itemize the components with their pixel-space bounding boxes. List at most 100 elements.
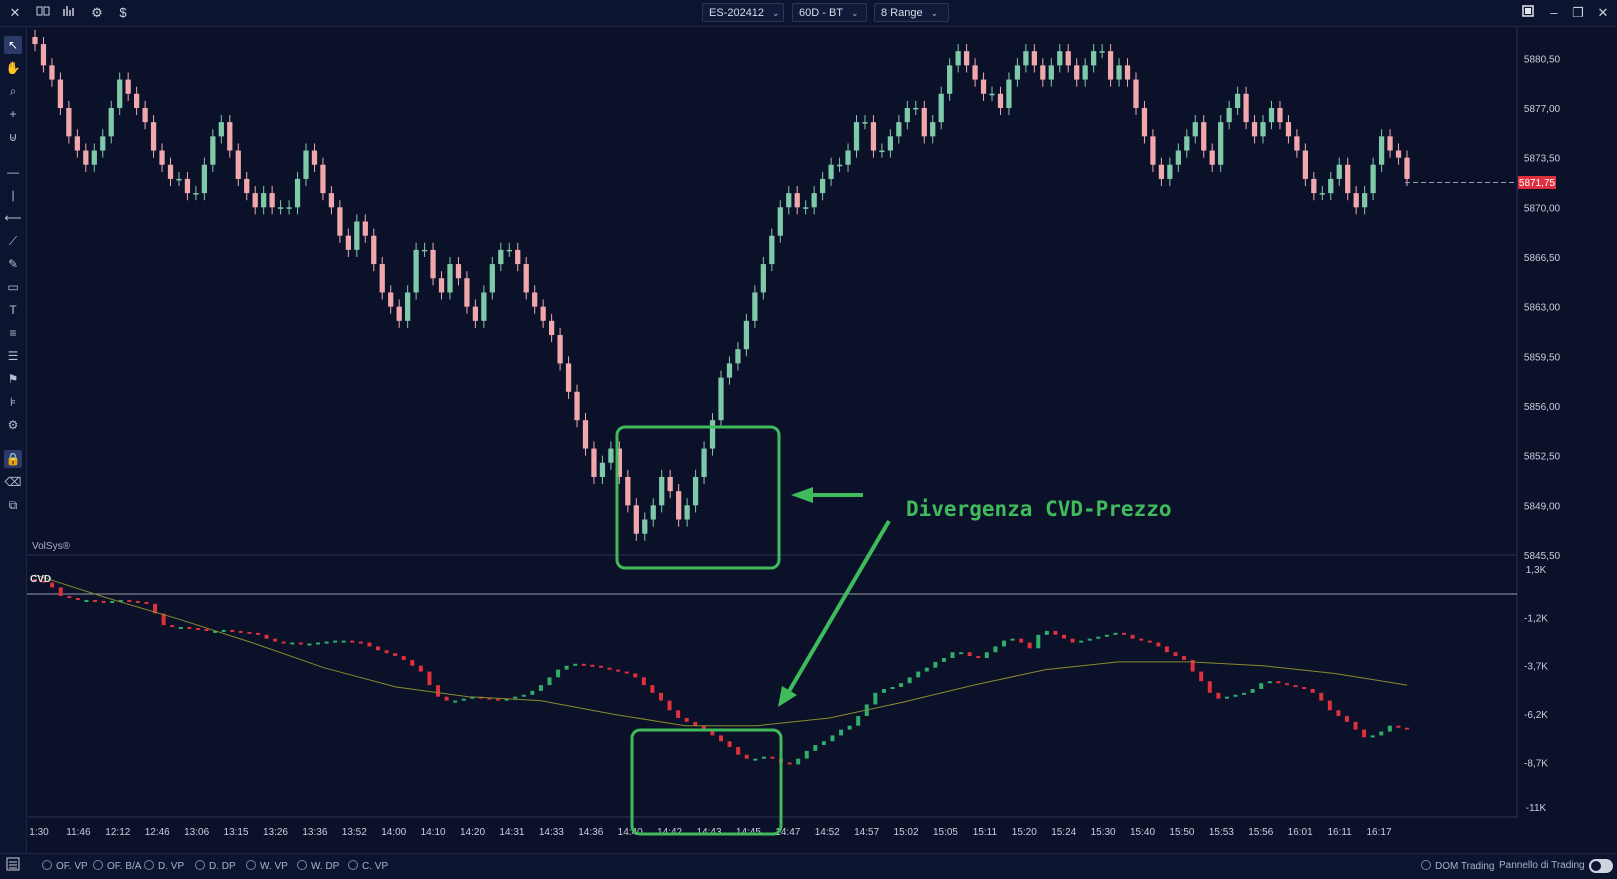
time-tick-label: 14:47	[775, 827, 800, 838]
cvd-bar	[1216, 692, 1221, 699]
cvd-bar	[504, 698, 509, 701]
cvd-title: CVD	[30, 574, 51, 585]
time-tick-label: 13:36	[302, 827, 327, 838]
candle	[235, 143, 241, 187]
fib-icon[interactable]: ≡	[9, 326, 17, 340]
time-tick-label: 13:26	[263, 827, 288, 838]
radio-icon	[93, 860, 103, 870]
candle	[794, 186, 800, 215]
crosshair-icon[interactable]: +	[9, 107, 17, 121]
horizontal-line-icon[interactable]: —	[7, 165, 19, 179]
zoom-icon[interactable]: ⌕	[9, 84, 17, 98]
cvd-bar	[1147, 640, 1152, 643]
cvd-tick-label: -3,7K	[1524, 662, 1548, 673]
range-dropdown[interactable]: 8 Range ⌄	[874, 3, 949, 22]
candle	[828, 157, 834, 187]
rectangle-icon[interactable]: ▭	[7, 280, 19, 294]
symbol-dropdown[interactable]: ES-202412 ⌄	[702, 3, 784, 22]
settings-profile-icon[interactable]: ⚙	[7, 418, 19, 432]
cvd-bar	[573, 663, 578, 666]
bottom-option-c-vp[interactable]: C. VP	[348, 860, 388, 872]
candle	[557, 327, 563, 371]
channel-icon[interactable]: ☰	[7, 349, 19, 363]
candle	[608, 441, 614, 470]
cvd-bar	[436, 685, 441, 697]
candle	[1040, 58, 1046, 87]
flag-icon[interactable]: ⚑	[7, 372, 19, 386]
bottom-option-d-vp[interactable]: D. VP	[144, 860, 184, 872]
cvd-bar	[333, 640, 338, 643]
radio-icon	[42, 860, 52, 870]
cvd-bar	[1062, 634, 1066, 639]
candle	[481, 285, 487, 328]
trading-panel-label: Pannello di Trading	[1499, 860, 1585, 871]
cvd-bar	[598, 665, 603, 668]
candle	[252, 186, 258, 215]
candle	[1175, 143, 1181, 172]
list-icon[interactable]	[4, 857, 22, 875]
bottom-option-w-vp[interactable]: W. VP	[246, 860, 288, 872]
divergence-annotation	[615, 425, 891, 836]
cvd-bar	[367, 642, 372, 647]
cvd-bar	[1353, 721, 1358, 730]
cvd-bar	[1259, 683, 1264, 689]
chart-separators	[27, 27, 1518, 818]
candle	[100, 129, 106, 158]
bottom-option-of-vp[interactable]: OF. VP	[42, 860, 88, 872]
cvd-bar	[538, 685, 543, 691]
price-chart[interactable]: 5880,50 5877,00 5873,50 5870,00 5866,50 5863,…	[27, 27, 1617, 853]
period-dropdown[interactable]: 60D - BT ⌄	[792, 3, 867, 22]
cvd-bar	[453, 700, 458, 703]
bottom-option-of-b-a[interactable]: OF. B/A	[93, 860, 141, 872]
cvd-bar	[1164, 646, 1169, 653]
cvd-bar	[410, 659, 415, 666]
cvd-bar	[941, 658, 946, 662]
cvd-bar	[564, 665, 569, 670]
hand-icon[interactable]: ✋	[5, 61, 21, 75]
candle	[1124, 58, 1131, 87]
text-icon[interactable]: T	[9, 303, 17, 317]
restore-icon[interactable]: ❐	[1572, 5, 1584, 20]
trading-panel-toggle[interactable]	[1589, 859, 1613, 873]
fullscreen-icon[interactable]	[1519, 4, 1537, 22]
vertical-line-icon[interactable]: |	[11, 188, 15, 202]
dom-trading-option[interactable]: DOM Trading	[1421, 860, 1494, 872]
cvd-bar	[830, 735, 835, 742]
time-tick-label: 15:50	[1169, 827, 1194, 838]
bottom-option-w-dp[interactable]: W. DP	[297, 860, 339, 872]
dollar-icon[interactable]: $	[119, 5, 127, 20]
cvd-bar	[1139, 638, 1144, 641]
cvd-bar	[753, 758, 758, 761]
bar-chart-icon[interactable]	[60, 4, 78, 22]
time-tick-label: 15:05	[933, 827, 958, 838]
volume-profile-icon[interactable]: ⊧	[9, 395, 17, 409]
close-window-icon[interactable]: ✕	[1597, 5, 1609, 20]
candle	[57, 72, 64, 116]
candle	[438, 271, 445, 300]
lock-icon[interactable]: 🔒	[4, 450, 22, 468]
candle	[1319, 186, 1325, 201]
candle	[947, 58, 953, 101]
close-icon[interactable]: ✕	[9, 5, 21, 20]
cvd-bar	[1267, 681, 1272, 684]
cursor-icon[interactable]: ↖	[4, 36, 22, 54]
minimize-icon[interactable]: –	[1550, 5, 1558, 20]
bottom-option-d-dp[interactable]: D. DP	[195, 860, 236, 872]
magnet-icon[interactable]: ⊍	[8, 130, 18, 144]
candle	[1048, 58, 1054, 87]
candle	[1260, 115, 1266, 144]
ray-icon[interactable]: ⟵	[4, 211, 22, 225]
cvd-bar	[307, 643, 312, 646]
gear-icon[interactable]: ⚙	[91, 5, 103, 20]
trendline-icon[interactable]: ⟋	[8, 234, 18, 248]
candle	[244, 171, 250, 201]
pencil-icon[interactable]: ✎	[7, 257, 19, 271]
cvd-bar	[247, 631, 252, 634]
layout-icon[interactable]	[34, 4, 52, 22]
time-tick-label: 14:33	[539, 827, 564, 838]
candle	[1107, 44, 1114, 87]
cvd-bar	[1044, 630, 1049, 635]
eraser-icon[interactable]: ⌫	[4, 475, 22, 489]
layers-icon[interactable]: ⧉	[8, 498, 18, 512]
cvd-bar	[890, 687, 895, 690]
